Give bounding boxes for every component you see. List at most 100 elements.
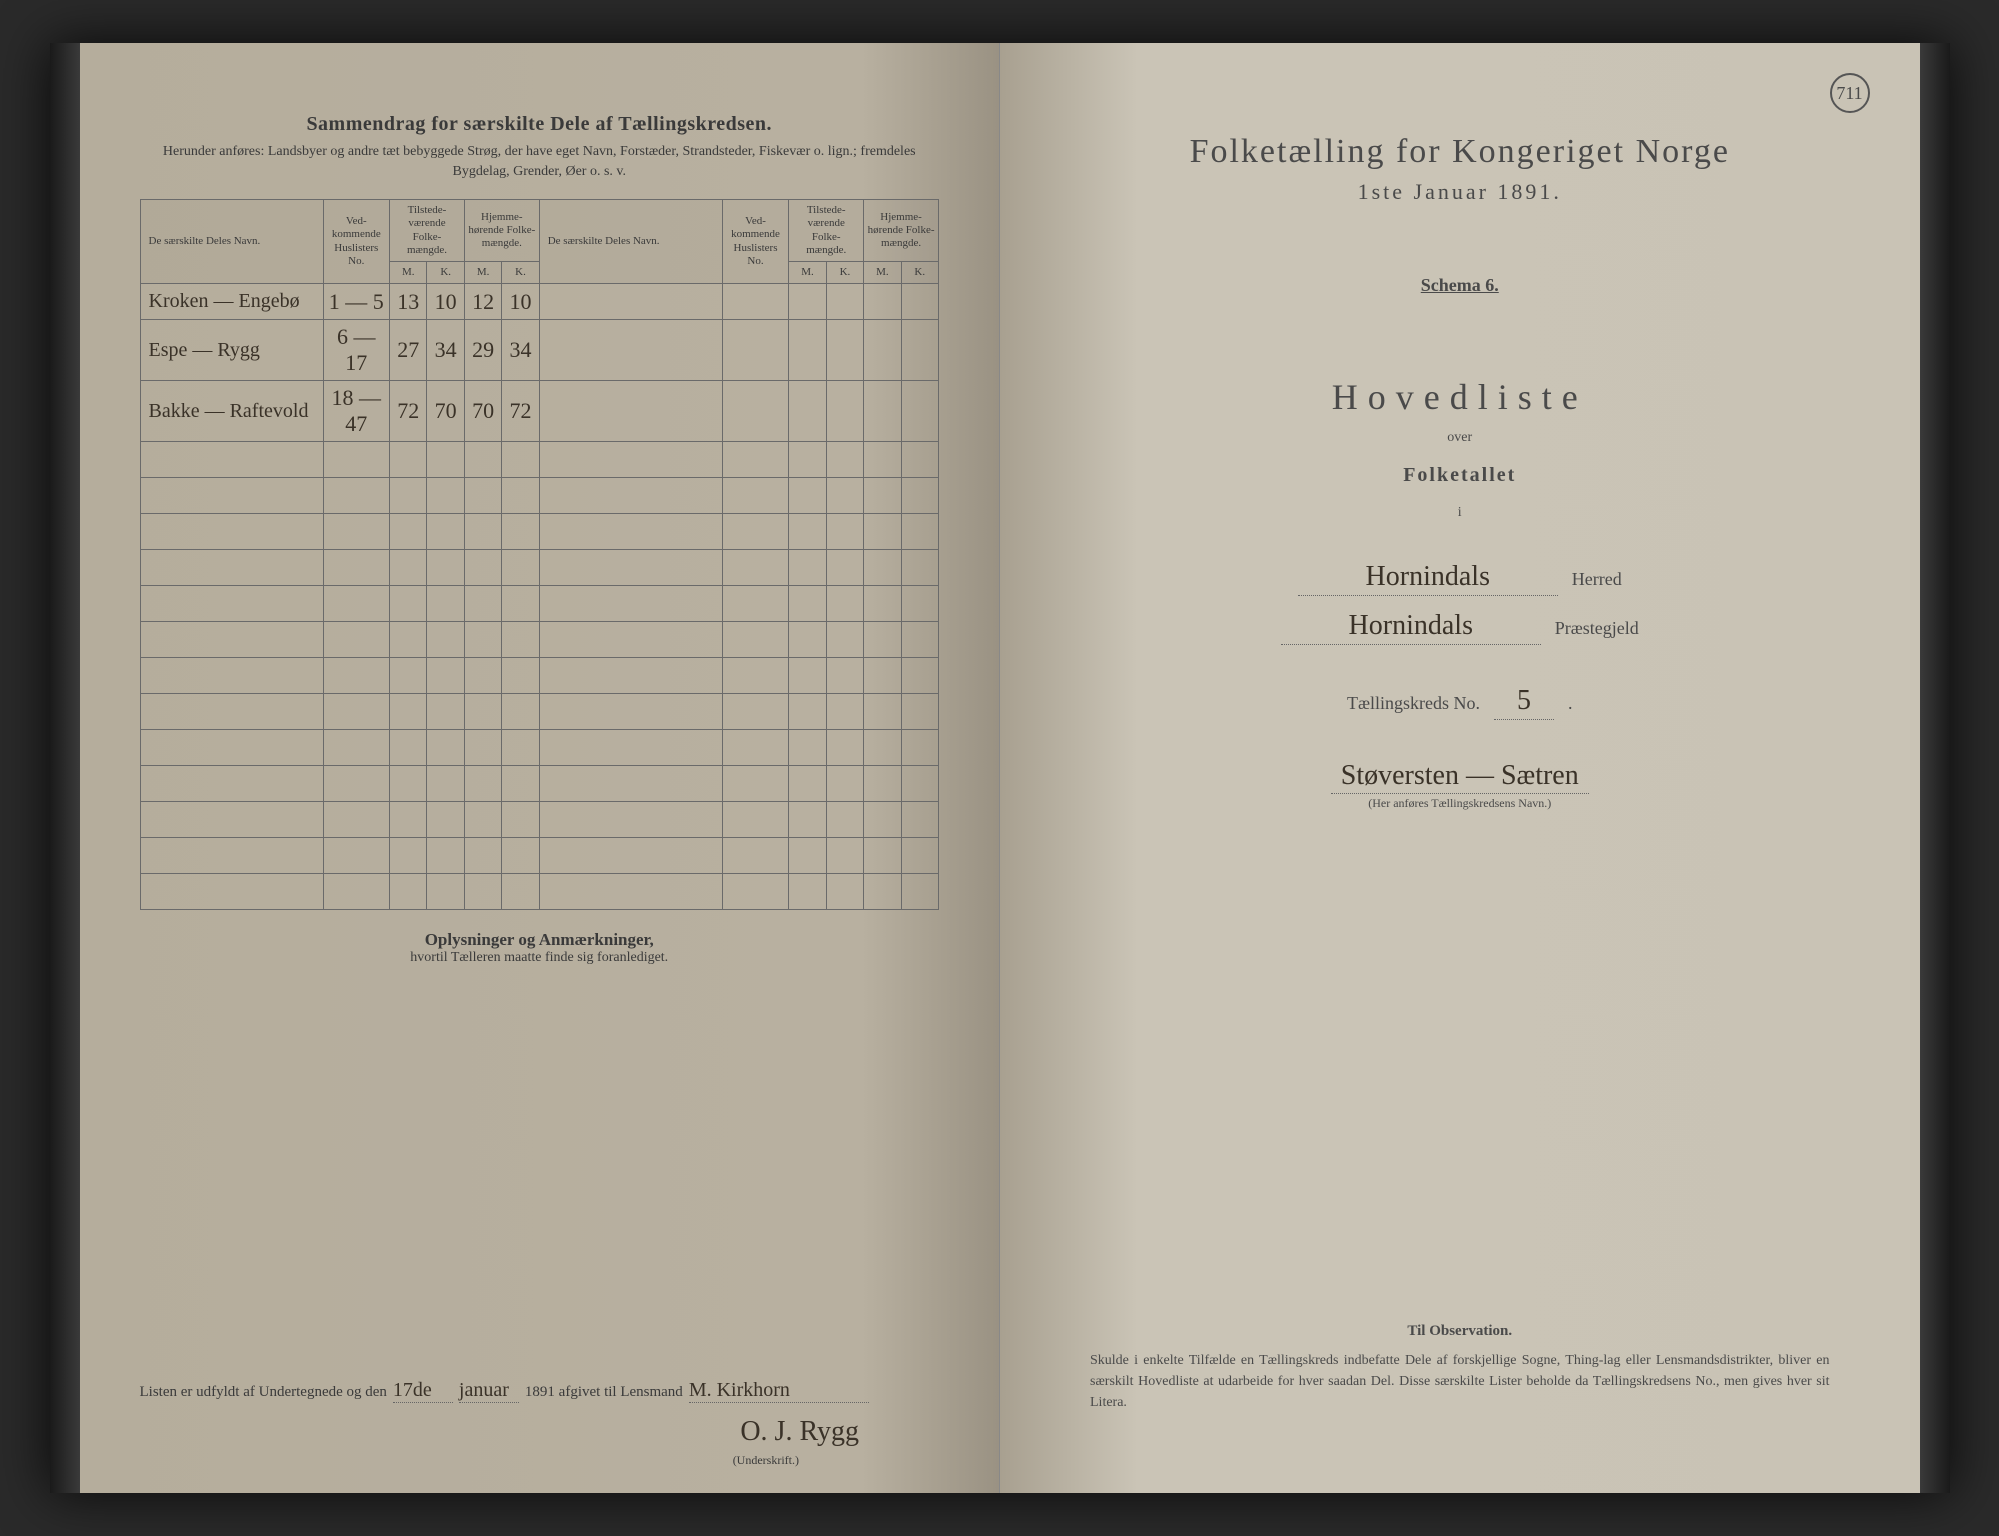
cell-value (323, 658, 390, 694)
th-m: M. (864, 261, 901, 283)
cell-value: 72 (390, 381, 427, 442)
cell-value (427, 694, 464, 730)
cell-name (539, 442, 722, 478)
i-label: i (1060, 505, 1860, 521)
cell-value (722, 766, 789, 802)
cell-value (323, 730, 390, 766)
cell-name (140, 658, 323, 694)
cell-value (826, 586, 863, 622)
cell-value (722, 874, 789, 910)
th-k: K. (502, 261, 539, 283)
sig-day: 17de (393, 1379, 453, 1403)
cell-value (901, 442, 938, 478)
cell-value (722, 478, 789, 514)
cell-value (864, 284, 901, 320)
table-row (140, 730, 939, 766)
cell-value (826, 802, 863, 838)
cell-value (390, 766, 427, 802)
cell-value (826, 874, 863, 910)
cell-value (323, 766, 390, 802)
cell-value (502, 514, 539, 550)
spine-left (50, 43, 80, 1493)
cell-value (826, 381, 863, 442)
cell-value (722, 514, 789, 550)
kreds-name: Støversten — Sætren (1331, 760, 1589, 794)
cell-value (722, 802, 789, 838)
hovedliste: Hovedliste (1060, 376, 1860, 418)
cell-value: 27 (390, 320, 427, 381)
cell-value (826, 514, 863, 550)
cell-value (789, 730, 826, 766)
sig-lensmand: M. Kirkhorn (689, 1379, 869, 1403)
cell-value: 18 — 47 (323, 381, 390, 442)
table-row (140, 838, 939, 874)
kreds-no-row: Tællingskreds No. 5 . (1060, 685, 1860, 720)
cell-value (427, 514, 464, 550)
main-date: 1ste Januar 1891. (1060, 179, 1860, 205)
praestegjeld-row: Hornindals Præstegjeld (1060, 610, 1860, 645)
folketallet: Folketallet (1060, 464, 1860, 487)
cell-value: 6 — 17 (323, 320, 390, 381)
cell-value: 10 (502, 284, 539, 320)
cell-value (901, 478, 938, 514)
observation-title: Til Observation. (1090, 1320, 1830, 1343)
cell-value (390, 658, 427, 694)
cell-value (789, 766, 826, 802)
cell-value (864, 622, 901, 658)
cell-value (826, 730, 863, 766)
cell-value (464, 838, 501, 874)
kreds-caption: (Her anføres Tællingskredsens Navn.) (1060, 796, 1860, 811)
cell-value (722, 730, 789, 766)
cell-value (789, 478, 826, 514)
cell-value (901, 802, 938, 838)
cell-value (323, 622, 390, 658)
cell-value (722, 550, 789, 586)
cell-name (140, 442, 323, 478)
cell-name (539, 694, 722, 730)
cell-value (390, 478, 427, 514)
cell-value (826, 838, 863, 874)
table-row: Kroken — Engebø1 — 513101210 (140, 284, 939, 320)
cell-value (502, 586, 539, 622)
cell-value (901, 284, 938, 320)
cell-value (864, 658, 901, 694)
cell-name (539, 730, 722, 766)
left-page: Sammendrag for særskilte Dele af Tælling… (80, 43, 1001, 1493)
cell-value (323, 442, 390, 478)
th-hjemme: Hjemme- hørende Folke- mængde. (464, 200, 539, 262)
cell-value (427, 586, 464, 622)
cell-value (464, 514, 501, 550)
cell-value (464, 586, 501, 622)
cell-value (390, 622, 427, 658)
cell-value (864, 381, 901, 442)
cell-value (901, 514, 938, 550)
cell-value (864, 320, 901, 381)
th-k: K. (427, 261, 464, 283)
observation-text: Skulde i enkelte Tilfælde en Tællingskre… (1090, 1350, 1830, 1413)
kreds-label: Tællingskreds No. (1347, 693, 1480, 714)
cell-value: 12 (464, 284, 501, 320)
cell-value (390, 586, 427, 622)
cell-value (789, 658, 826, 694)
cell-value (502, 442, 539, 478)
cell-name (140, 802, 323, 838)
cell-value: 10 (427, 284, 464, 320)
signature-caption: (Underskrift.) (733, 1453, 799, 1468)
cell-value (789, 514, 826, 550)
cell-value (826, 658, 863, 694)
th-m: M. (464, 261, 501, 283)
cell-value (864, 550, 901, 586)
cell-name: Bakke — Raftevold (140, 381, 323, 442)
cell-value (427, 658, 464, 694)
cell-name (140, 838, 323, 874)
cell-value (502, 802, 539, 838)
th-k: K. (826, 261, 863, 283)
cell-value (789, 320, 826, 381)
book-spread: Sammendrag for særskilte Dele af Tælling… (50, 43, 1950, 1493)
table-row (140, 622, 939, 658)
cell-value: 72 (502, 381, 539, 442)
cell-value (323, 586, 390, 622)
cell-value: 13 (390, 284, 427, 320)
cell-value (390, 514, 427, 550)
cell-name (539, 478, 722, 514)
